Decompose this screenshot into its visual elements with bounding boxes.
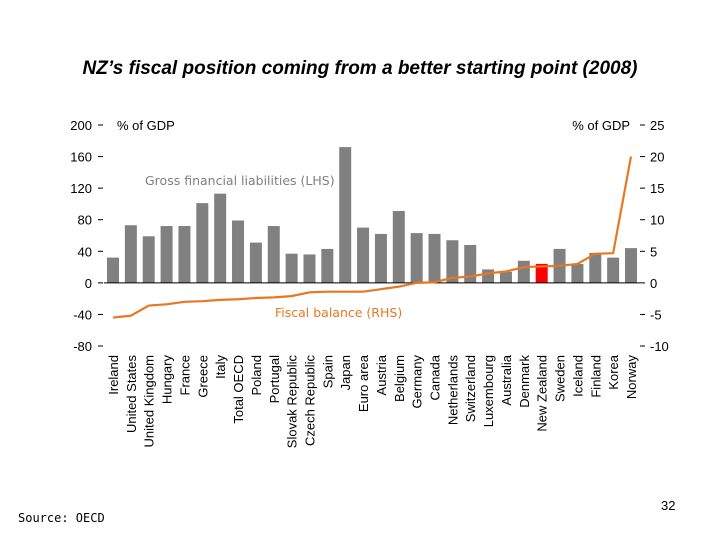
category-label: United States <box>124 355 139 434</box>
left-tick-label: 160 <box>70 150 92 165</box>
bar <box>446 240 459 283</box>
right-tick-label: 25 <box>650 118 664 133</box>
left-tick-label: -40 <box>73 307 92 322</box>
bar <box>321 248 334 283</box>
category-label: Korea <box>606 354 621 389</box>
left-tick-label: 200 <box>70 118 92 133</box>
bar <box>214 193 227 283</box>
right-tick-label: 20 <box>650 150 664 165</box>
category-label: Belgium <box>392 355 407 402</box>
bar <box>517 260 530 283</box>
category-label: Canada <box>428 354 443 400</box>
category-label: Japan <box>338 355 353 390</box>
category-label: Czech Republic <box>302 355 317 447</box>
bar <box>571 263 584 283</box>
bar <box>107 257 119 283</box>
bar <box>482 269 495 283</box>
fiscal-balance-line <box>112 156 633 319</box>
bar <box>357 227 370 283</box>
category-label: Iceland <box>570 355 585 397</box>
bar <box>285 253 298 283</box>
bar <box>374 233 387 283</box>
bar <box>464 244 477 283</box>
page-number: 32 <box>661 498 676 513</box>
category-label: Poland <box>249 355 264 395</box>
right-tick-label: 15 <box>650 181 664 196</box>
right-tick-label: -10 <box>650 339 669 354</box>
category-label: Germany <box>410 355 425 409</box>
category-label: Spain <box>320 355 335 388</box>
bar <box>178 226 191 283</box>
bar <box>232 220 245 283</box>
series-label-fiscal-balance: Fiscal balance (RHS) <box>275 305 402 320</box>
bar <box>160 226 173 283</box>
bar <box>124 225 137 283</box>
category-label: Greece <box>195 355 210 398</box>
left-tick-label: 120 <box>70 181 92 196</box>
bar <box>625 248 637 283</box>
chart-title: NZ’s fiscal position coming from a bette… <box>82 58 638 79</box>
source-note: Source: OECD <box>18 511 105 525</box>
category-label: Finland <box>588 355 603 398</box>
bar <box>589 252 602 283</box>
category-label: New Zealand <box>535 355 550 432</box>
left-tick-label: -80 <box>73 339 92 354</box>
category-label: Switzerland <box>463 355 478 422</box>
category-label: Austria <box>374 354 389 395</box>
bar <box>267 226 280 283</box>
category-label: Netherlands <box>445 355 460 426</box>
category-label: Italy <box>213 355 228 379</box>
left-axis-label: % of GDP <box>117 118 175 133</box>
category-label: France <box>177 355 192 395</box>
bar <box>392 211 405 283</box>
category-label: Sweden <box>553 355 568 402</box>
bar <box>607 257 620 283</box>
right-tick-label: 5 <box>650 244 657 259</box>
left-tick-label: 0 <box>85 276 92 291</box>
bar <box>249 242 262 283</box>
left-tick-label: 80 <box>78 213 92 228</box>
category-label: Luxembourg <box>481 355 496 427</box>
right-axis-label: % of GDP <box>572 118 630 133</box>
left-tick-label: 40 <box>78 244 92 259</box>
category-label: Euro area <box>356 354 371 412</box>
series-label-liabilities: Gross financial liabilities (LHS) <box>145 173 335 188</box>
bar <box>339 147 352 283</box>
category-label: Norway <box>624 355 639 400</box>
category-label: Denmark <box>517 355 532 408</box>
category-label: Portugal <box>267 355 282 404</box>
right-tick-label: 10 <box>650 213 664 228</box>
bar <box>303 254 316 283</box>
right-tick-label: 0 <box>650 276 657 291</box>
bar <box>499 271 512 283</box>
bar <box>428 233 441 283</box>
bar <box>535 263 548 283</box>
category-label: Total OECD <box>231 355 246 424</box>
bar <box>142 236 155 283</box>
category-label: Ireland <box>106 355 121 395</box>
bar <box>410 233 423 283</box>
category-label: Hungary <box>160 355 175 405</box>
category-label: Australia <box>499 354 514 405</box>
category-label: Slovak Republic <box>285 355 300 449</box>
bar <box>196 203 209 283</box>
category-label: United Kingdom <box>142 355 157 448</box>
right-tick-label: -5 <box>650 307 662 322</box>
